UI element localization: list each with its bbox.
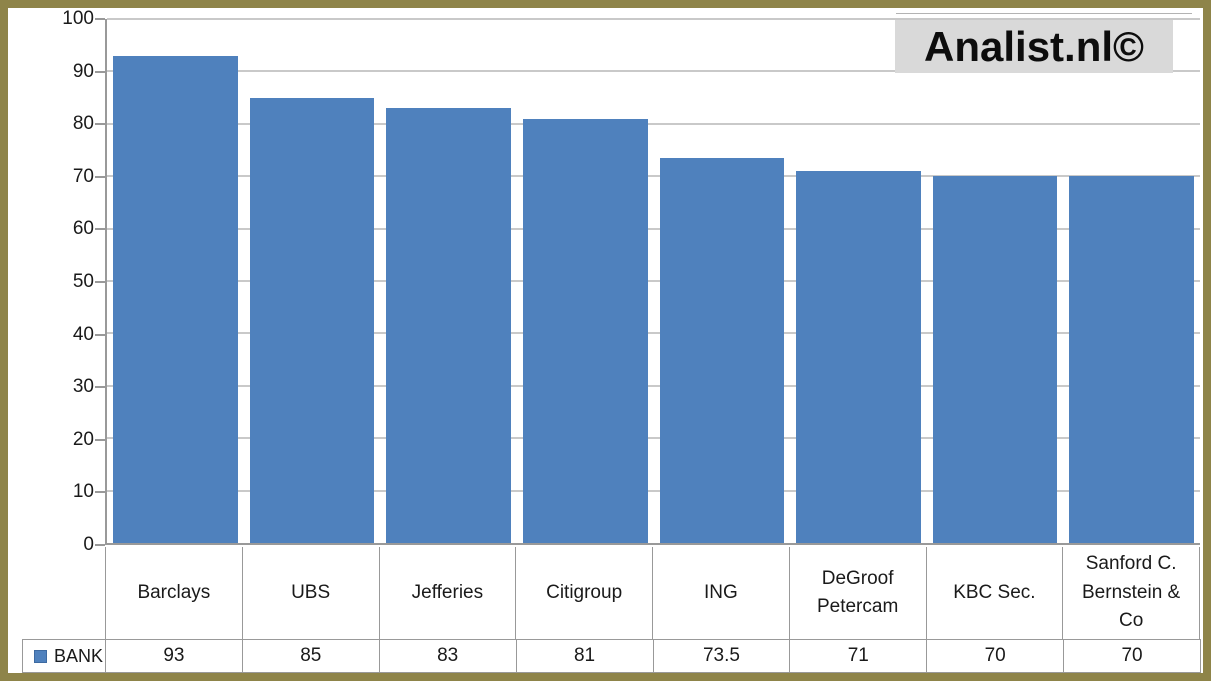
y-tick [95, 123, 105, 126]
category-label: KBC Sec. [927, 547, 1064, 639]
y-tick [95, 438, 105, 441]
y-tick-label: 60 [72, 218, 94, 240]
bar-slot [244, 19, 381, 543]
y-axis-ticks [95, 18, 105, 546]
bar-slot [380, 19, 517, 543]
y-tick-label: 0 [83, 534, 94, 555]
gridline [107, 175, 1200, 178]
data-table-row: BANK 93 85 83 81 73.5 71 70 70 [22, 639, 1201, 673]
category-label: Citigroup [516, 547, 653, 639]
data-table-value: 70 [1121, 645, 1143, 666]
gridline [107, 227, 1200, 230]
plot-area [105, 18, 1200, 545]
category-label: ING [653, 547, 790, 639]
category-label: Sanford C. Bernstein & Co [1063, 547, 1200, 639]
gridline [107, 437, 1200, 440]
y-axis-labels: 0 10 20 30 40 50 60 70 80 90 100 [8, 9, 94, 555]
data-table-value: 81 [517, 640, 654, 672]
bar [249, 97, 375, 543]
bar [113, 55, 238, 543]
bar [386, 108, 511, 543]
bar-slot [927, 19, 1064, 543]
y-tick-label: 50 [72, 271, 94, 292]
y-tick-label: 90 [72, 60, 94, 82]
category-label: UBS [243, 547, 380, 639]
legend-cell: BANK [23, 640, 106, 672]
bar [796, 170, 921, 543]
data-table-value: 71 [790, 640, 928, 672]
gridline [107, 384, 1200, 387]
y-tick-label: 40 [72, 323, 94, 345]
gridline [107, 489, 1200, 492]
y-tick [95, 281, 105, 283]
category-label: DeGroof Petercam [790, 547, 927, 639]
bar [1069, 176, 1194, 543]
y-tick [95, 18, 105, 20]
watermark-top-line [896, 13, 1192, 14]
gridline [107, 280, 1200, 282]
bar-series [107, 19, 1200, 543]
y-tick [95, 228, 105, 231]
data-table-value: 73.5 [654, 640, 791, 672]
y-tick-label: 30 [72, 376, 94, 398]
y-tick-label: 80 [72, 113, 94, 135]
y-tick-label: 10 [72, 481, 94, 503]
y-tick-label: 100 [62, 8, 94, 29]
bar-slot [107, 19, 244, 543]
y-tick [95, 386, 105, 389]
gridlines [107, 18, 1200, 543]
chart-canvas: 0 10 20 30 40 50 60 70 80 90 100 Analist.nl© Barcl… [8, 8, 1203, 673]
gridline [107, 70, 1200, 73]
category-label: Jefferies [380, 547, 517, 639]
y-tick [95, 175, 105, 178]
y-tick [95, 70, 105, 73]
watermark: Analist.nl© [895, 20, 1173, 73]
bar-slot [1063, 19, 1200, 543]
y-tick [95, 333, 105, 336]
y-tick [95, 544, 105, 546]
data-table-value: 85 [243, 640, 380, 672]
data-table-value: 93 [106, 640, 243, 672]
bar-slot [517, 19, 654, 543]
category-axis: Barclays UBS Jefferies Citigroup ING DeGroof … [105, 547, 1200, 639]
y-tick-label: 70 [72, 165, 94, 187]
bar-slot [654, 19, 791, 543]
gridline [107, 122, 1200, 125]
category-label: Barclays [106, 547, 243, 639]
bar [659, 157, 785, 543]
data-table-value: 70 [927, 640, 1065, 672]
gridline [107, 18, 1200, 20]
gridline [107, 332, 1200, 335]
bar-slot [790, 19, 927, 543]
legend-label: BANK [54, 645, 104, 666]
data-table-values: 93 85 83 81 73.5 71 70 70 [106, 640, 1200, 672]
y-tick-label: 20 [72, 428, 94, 450]
legend-swatch-icon [34, 649, 47, 663]
bar [522, 118, 648, 543]
data-table-value: 83 [380, 640, 517, 672]
bar [932, 176, 1058, 543]
y-tick [95, 491, 105, 494]
